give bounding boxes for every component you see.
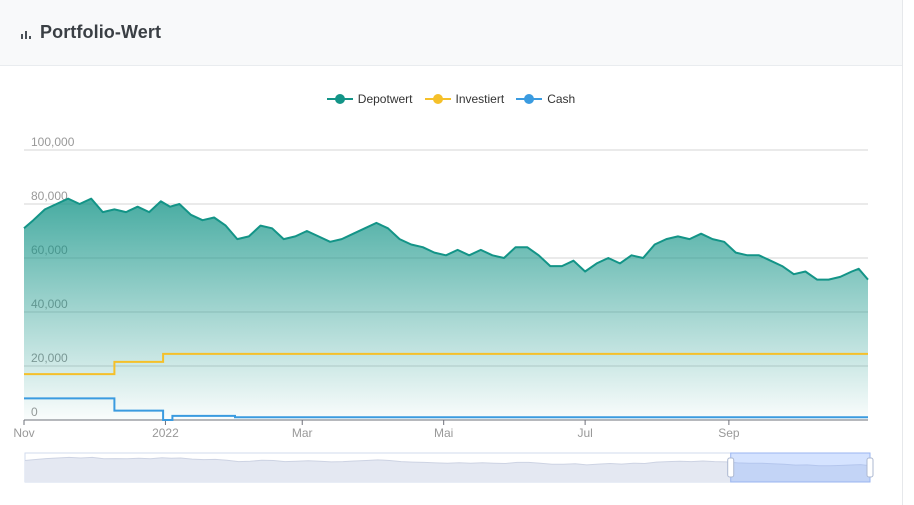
y-tick-label: 100,000 [31,135,75,149]
legend-investiert-label: Investiert [455,92,505,106]
legend-cash-label: Cash [547,92,576,106]
cash-line [24,397,868,421]
depotwert-line [23,197,869,281]
card-header: Portfolio-Wert [0,0,902,66]
zoom-preview-area [25,457,870,482]
legend-item-depotwert[interactable]: Depotwert [326,92,413,106]
legend-cash-symbol [516,93,543,105]
y-tick-label: 80,000 [31,189,68,203]
x-tick-label: Sep [718,426,740,440]
page-title: Portfolio-Wert [40,22,162,42]
legend-item-cash[interactable]: Cash [516,92,575,106]
x-tick-label: Mar [292,426,313,440]
bar-chart-icon [20,27,34,41]
legend-depotwert-symbol [326,93,353,105]
x-tick-label: 2022 [152,426,179,440]
zoom-window[interactable] [730,452,871,483]
chart-legend: Depotwert Investiert Cash [0,92,902,106]
title-wrap: Portfolio-Wert [20,22,161,43]
x-tick-label: Mai [434,426,453,440]
legend-depotwert-label: Depotwert [357,92,413,106]
legend-item-investiert[interactable]: Investiert [424,92,505,106]
zoom-handle-left[interactable] [727,457,735,478]
x-tick-label: Nov [13,426,34,440]
zoom-handle-right[interactable] [866,457,874,478]
x-tick-label: Jul [577,426,592,440]
depotwert-area [24,198,868,420]
legend-investiert-symbol [424,93,451,105]
investiert-line [24,352,868,376]
